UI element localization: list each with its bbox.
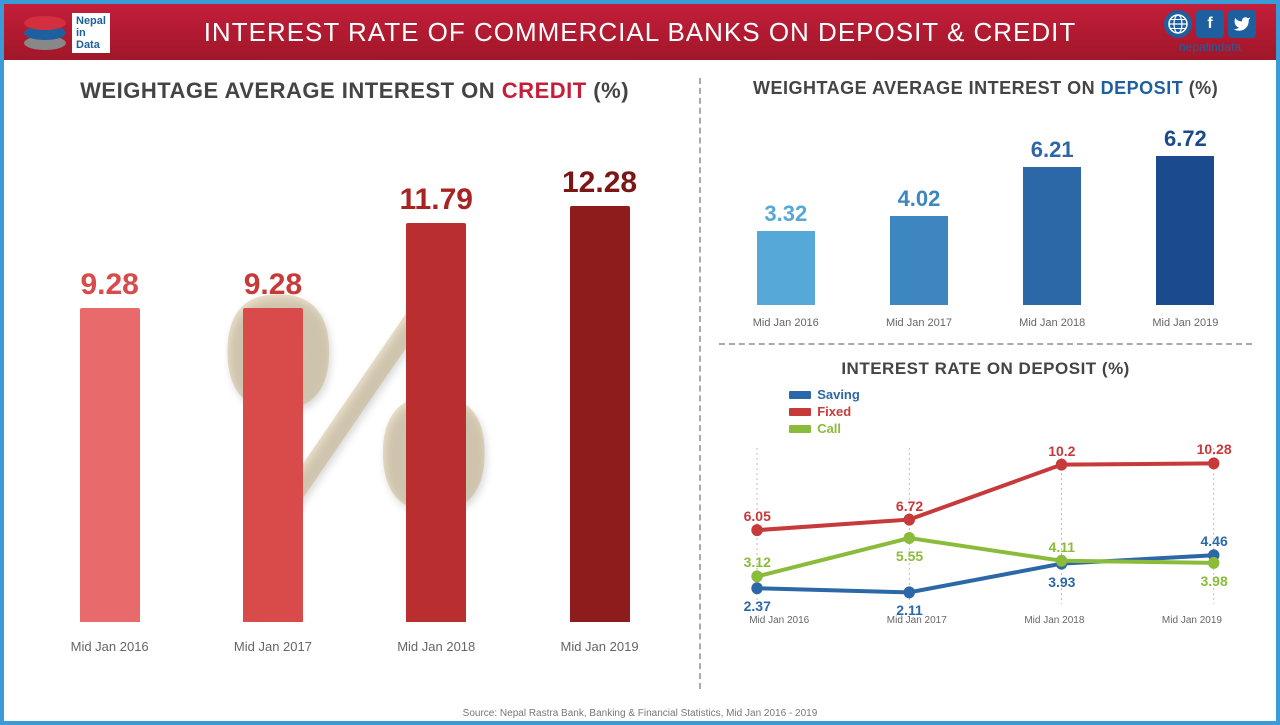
deposit-bar: 6.21 <box>994 137 1111 305</box>
credit-bar: 12.28 <box>528 166 672 622</box>
infographic-page: Nepal in Data INTEREST RATE OF COMMERCIA… <box>0 0 1280 725</box>
content-area: WEIGHTAGE AVERAGE INTEREST ON CREDIT (%)… <box>4 60 1276 697</box>
line-chart: 2.372.113.934.466.056.7210.210.283.125.5… <box>719 440 1252 640</box>
line-panel: INTEREST RATE ON DEPOSIT (%) Saving Fixed… <box>719 345 1252 689</box>
logo-disc-icon <box>24 12 66 54</box>
line-point-label: 4.11 <box>1049 539 1075 555</box>
social-block: f nepalindata <box>1164 10 1256 54</box>
line-point-label: 3.12 <box>744 554 771 570</box>
line-point-label: 6.72 <box>896 498 923 514</box>
globe-icon[interactable] <box>1164 10 1192 38</box>
credit-x-label: Mid Jan 2016 <box>38 639 182 654</box>
line-x-label: Mid Jan 2017 <box>887 615 947 626</box>
line-point-label: 5.55 <box>896 548 923 564</box>
facebook-icon[interactable]: f <box>1196 10 1224 38</box>
deposit-panel: WEIGHTAGE AVERAGE INTEREST ON DEPOSIT (%… <box>719 78 1252 345</box>
twitter-icon[interactable] <box>1228 10 1256 38</box>
source-footer: Source: Nepal Rastra Bank, Banking & Fin… <box>4 708 1276 719</box>
credit-panel: WEIGHTAGE AVERAGE INTEREST ON CREDIT (%)… <box>28 78 701 689</box>
logo-area: Nepal in Data <box>24 12 110 54</box>
line-point-label: 3.93 <box>1048 574 1075 590</box>
line-point-label: 10.2 <box>1048 443 1075 459</box>
line-point-label: 2.37 <box>744 598 771 614</box>
deposit-bar-chart: 3.324.026.216.72 Mid Jan 2016 Mid Jan 201… <box>719 109 1252 329</box>
deposit-bar: 3.32 <box>727 201 844 305</box>
line-chart-title: INTEREST RATE ON DEPOSIT (%) <box>719 359 1252 379</box>
credit-bar: 9.28 <box>38 268 182 622</box>
legend-item: Fixed <box>789 404 1252 419</box>
legend-item: Call <box>789 421 1252 436</box>
deposit-chart-title: WEIGHTAGE AVERAGE INTEREST ON DEPOSIT (%… <box>719 78 1252 99</box>
logo-text: Nepal in Data <box>72 13 110 53</box>
social-handle: nepalindata <box>1164 40 1256 54</box>
deposit-x-label: Mid Jan 2017 <box>860 317 977 329</box>
deposit-x-label: Mid Jan 2019 <box>1127 317 1244 329</box>
header-bar: Nepal in Data INTEREST RATE OF COMMERCIA… <box>4 4 1276 60</box>
deposit-bar: 4.02 <box>860 186 977 305</box>
line-x-label: Mid Jan 2016 <box>749 615 809 626</box>
credit-x-label: Mid Jan 2018 <box>364 639 508 654</box>
right-panels: WEIGHTAGE AVERAGE INTEREST ON DEPOSIT (%… <box>701 78 1252 689</box>
deposit-bar: 6.72 <box>1127 126 1244 305</box>
line-point-label: 10.28 <box>1197 441 1232 457</box>
page-title: INTEREST RATE OF COMMERCIAL BANKS ON DEP… <box>204 17 1077 48</box>
credit-bar: 9.28 <box>201 268 345 622</box>
line-point-label: 3.98 <box>1200 573 1227 589</box>
credit-bar: 11.79 <box>364 183 508 622</box>
credit-x-label: Mid Jan 2019 <box>528 639 672 654</box>
deposit-x-label: Mid Jan 2018 <box>994 317 1111 329</box>
credit-x-label: Mid Jan 2017 <box>201 639 345 654</box>
line-x-label: Mid Jan 2019 <box>1162 615 1222 626</box>
line-point-label: 4.46 <box>1200 533 1227 549</box>
deposit-x-label: Mid Jan 2016 <box>727 317 844 329</box>
credit-bar-chart: % 9.289.2811.7912.28 Mid Jan 2016Mid Jan… <box>28 114 681 654</box>
line-point-label: 6.05 <box>744 508 771 524</box>
legend-item: Saving <box>789 387 1252 402</box>
credit-chart-title: WEIGHTAGE AVERAGE INTEREST ON CREDIT (%) <box>28 78 681 104</box>
line-x-label: Mid Jan 2018 <box>1024 615 1084 626</box>
line-legend: Saving Fixed Call <box>789 387 1252 436</box>
